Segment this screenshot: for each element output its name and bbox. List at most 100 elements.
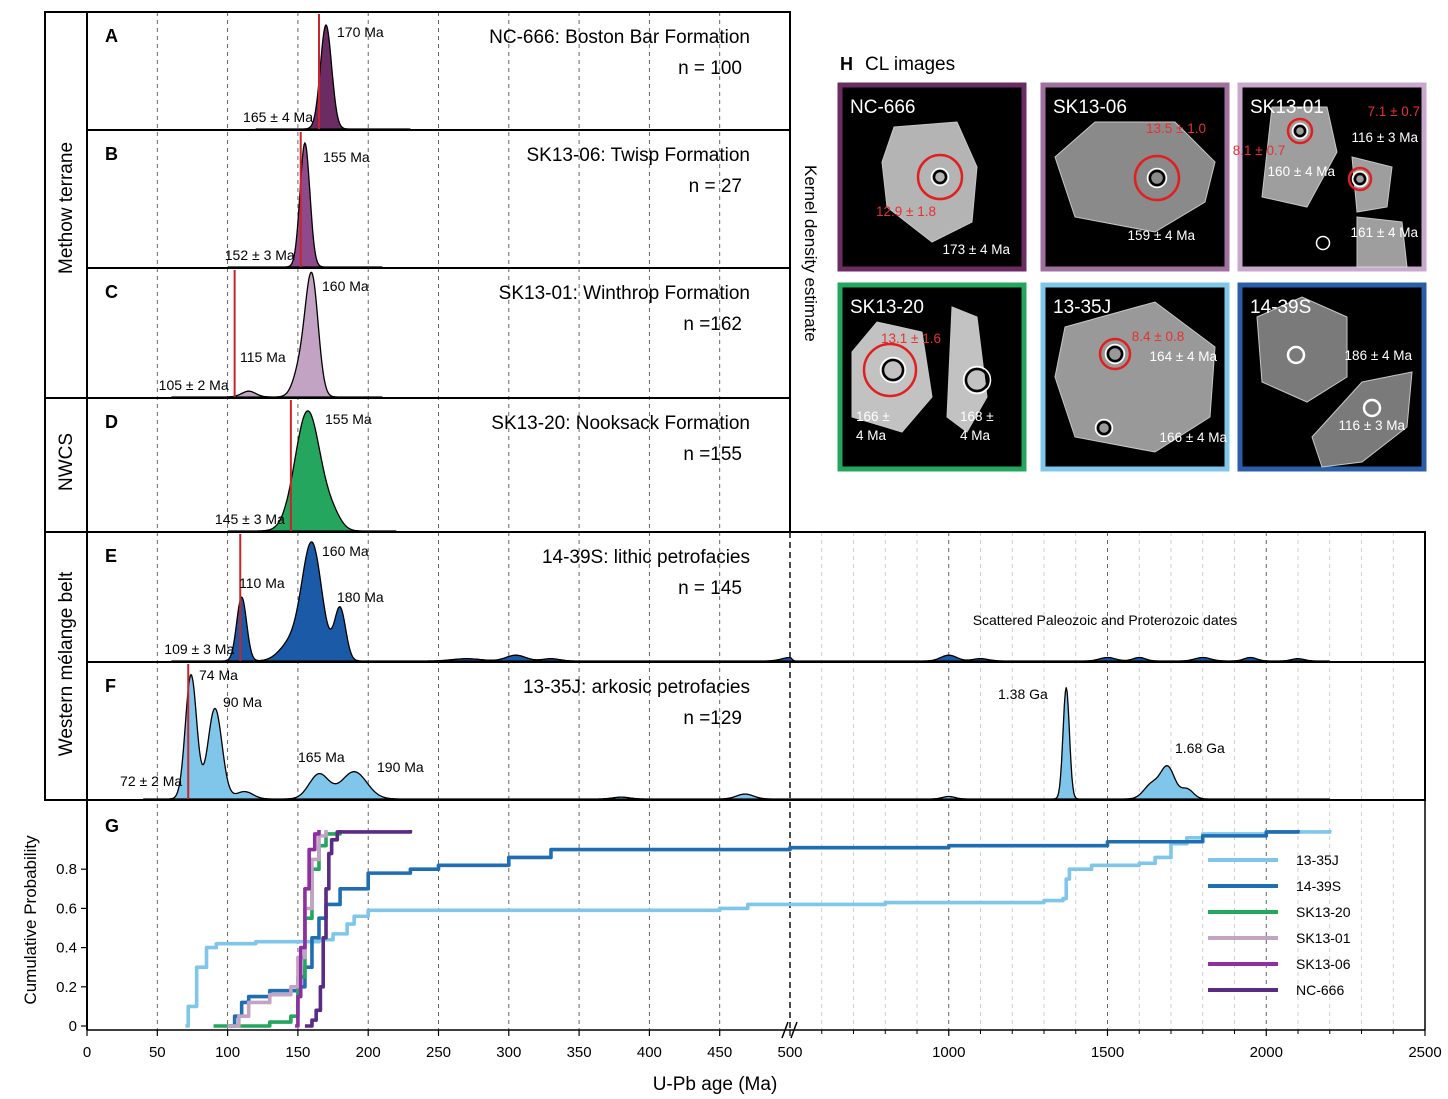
analysis-spot xyxy=(1347,166,1373,192)
cl-images-panel: H CL images NC-666 SK13-06 SK13-01 SK13-20 13-… xyxy=(837,54,1427,472)
analysis-spot xyxy=(881,358,905,382)
cl-age-label: 4 Ma xyxy=(856,428,887,443)
x-tick-label: 350 xyxy=(567,1044,592,1061)
cl-hf-label: 7.1 ± 0.7 xyxy=(1368,104,1420,119)
sample-count: n = 27 xyxy=(689,176,742,197)
min-age-label: 165 ± 4 Ma xyxy=(243,109,313,125)
panel-letter: C xyxy=(105,282,118,302)
cl-sample-name: 14-39S xyxy=(1250,297,1311,318)
cl-sample-name: 13-35J xyxy=(1053,297,1111,318)
analysis-spot xyxy=(1098,337,1132,371)
y-axis-label: Cumulative Probability xyxy=(21,835,40,1005)
zircon-grain xyxy=(1356,216,1408,268)
legend-label: SK13-20 xyxy=(1296,904,1351,920)
legend-label: SK13-06 xyxy=(1296,956,1351,972)
cl-age-label: 164 ± 4 Ma xyxy=(1150,349,1218,364)
peak-label: 1.68 Ga xyxy=(1175,740,1225,756)
zircon-grain xyxy=(1311,371,1413,468)
cumulative-probability-plot: 13-35J 14-39S SK13-20 SK13-01 SK13-06 NC-666 xyxy=(185,830,1351,1028)
peak-label: 115 Ma xyxy=(240,349,286,365)
cl-hf-label: 8.1 ± 0.7 xyxy=(1233,143,1285,158)
x-tick-label: 300 xyxy=(496,1044,521,1061)
x-tick-label: 150 xyxy=(285,1044,310,1061)
panel-letter: B xyxy=(105,144,118,164)
min-age-label: 145 ± 3 Ma xyxy=(215,511,285,527)
panel-letter: D xyxy=(105,412,118,432)
peak-label: 110 Ma xyxy=(239,575,285,591)
legend-label: 13-35J xyxy=(1296,852,1339,868)
cl-sample-name: SK13-06 xyxy=(1053,97,1127,118)
cl-image: 13-35J xyxy=(1040,282,1230,472)
analysis-spot-ring xyxy=(1146,167,1168,189)
x-tick-label: 1500 xyxy=(1091,1044,1124,1061)
zircon-grain xyxy=(1261,106,1338,208)
analysis-spot-ring xyxy=(1351,170,1369,188)
cl-image: SK13-20 xyxy=(837,282,1027,472)
panel-frames xyxy=(44,11,1426,1030)
cl-age-label: 4 Ma xyxy=(960,428,991,443)
x-tick-label: 400 xyxy=(637,1044,662,1061)
peak-label: 90 Ma xyxy=(223,694,262,710)
x-tick-label: 500 xyxy=(777,1044,802,1061)
min-age-label: 72 ± 2 Ma xyxy=(120,773,182,789)
cl-hf-label: 13.5 ± 1.0 xyxy=(1146,121,1206,136)
cdf-line xyxy=(304,830,413,1028)
group-label-methow: Methow terrane xyxy=(56,142,77,274)
peak-label: 180 Ma xyxy=(337,589,384,605)
panel-title: 13-35J: arkosic petrofacies xyxy=(523,677,750,698)
axis-break-mark xyxy=(781,1021,798,1039)
cl-hf-label: 13.1 ± 1.6 xyxy=(881,331,941,346)
cl-image: 14-39S xyxy=(1237,282,1427,472)
cl-age-label: 168 ± xyxy=(960,409,994,424)
panel-g-letter: G xyxy=(105,816,119,836)
x-tick-label: 200 xyxy=(356,1044,381,1061)
cl-age-label: 116 ± 3 Ma xyxy=(1352,130,1419,145)
cl-age-label: 161 ± 4 Ma xyxy=(1351,225,1419,240)
group-label-wmb: Western mélange belt xyxy=(56,571,77,756)
legend-label: 14-39S xyxy=(1296,878,1341,894)
x-axis: 0 50 100 150 200 250 300 350 400 450 500 1000 1500 20… xyxy=(56,800,1442,1061)
zircon-grain xyxy=(946,306,988,433)
panel-letter: E xyxy=(105,546,117,566)
upper-frame xyxy=(44,11,791,533)
analysis-spot-ring xyxy=(1315,235,1331,251)
cl-age-label: 166 ± xyxy=(856,409,890,424)
kde-panels: A NC-666: Boston Bar Formation n = 100 165 … xyxy=(105,14,1330,800)
y-tick-label: 0.4 xyxy=(56,940,77,957)
zircon-grain xyxy=(851,321,933,433)
cdf-line xyxy=(227,830,328,1028)
analysis-spot xyxy=(1362,398,1382,418)
cl-image: SK13-01 xyxy=(1237,82,1427,272)
analysis-spot-ring xyxy=(1291,122,1309,140)
peak-label: 170 Ma xyxy=(337,24,384,40)
legend-label: SK13-01 xyxy=(1296,930,1351,946)
cdf-line xyxy=(295,830,321,1028)
min-age-label: 105 ± 2 Ma xyxy=(159,377,229,393)
analysis-spot xyxy=(1286,345,1306,365)
analysis-spot-ring xyxy=(962,365,992,395)
panel-title: NC-666: Boston Bar Formation xyxy=(489,27,750,48)
min-age-label: 109 ± 3 Ma xyxy=(164,641,234,657)
y-tick-label: 0.2 xyxy=(56,979,77,996)
peak-label: 1.38 Ga xyxy=(998,686,1048,702)
analysis-spot xyxy=(964,367,990,393)
cdf-line xyxy=(185,830,1332,1028)
sample-count: n =155 xyxy=(683,444,742,465)
cl-age-label: 116 ± 3 Ma xyxy=(1339,418,1406,433)
panel-title: SK13-06: Twisp Formation xyxy=(526,145,750,166)
analysis-spot xyxy=(1317,237,1329,249)
x-tick-label: 2000 xyxy=(1250,1044,1283,1061)
panel-letter: F xyxy=(105,676,116,696)
cl-age-label: 186 ± 4 Ma xyxy=(1345,348,1413,363)
zircon-grain xyxy=(1054,301,1216,453)
cl-panel-letter: H xyxy=(840,54,853,74)
peak-label: 160 Ma xyxy=(322,543,369,559)
x-tick-label: 2500 xyxy=(1408,1044,1441,1061)
sample-count: n =129 xyxy=(683,708,742,729)
x-tick-label: 250 xyxy=(426,1044,451,1061)
analysis-spot xyxy=(1286,117,1314,145)
legend-label: NC-666 xyxy=(1296,982,1344,998)
analysis-spot xyxy=(1133,154,1181,202)
x-tick-label: 450 xyxy=(707,1044,732,1061)
